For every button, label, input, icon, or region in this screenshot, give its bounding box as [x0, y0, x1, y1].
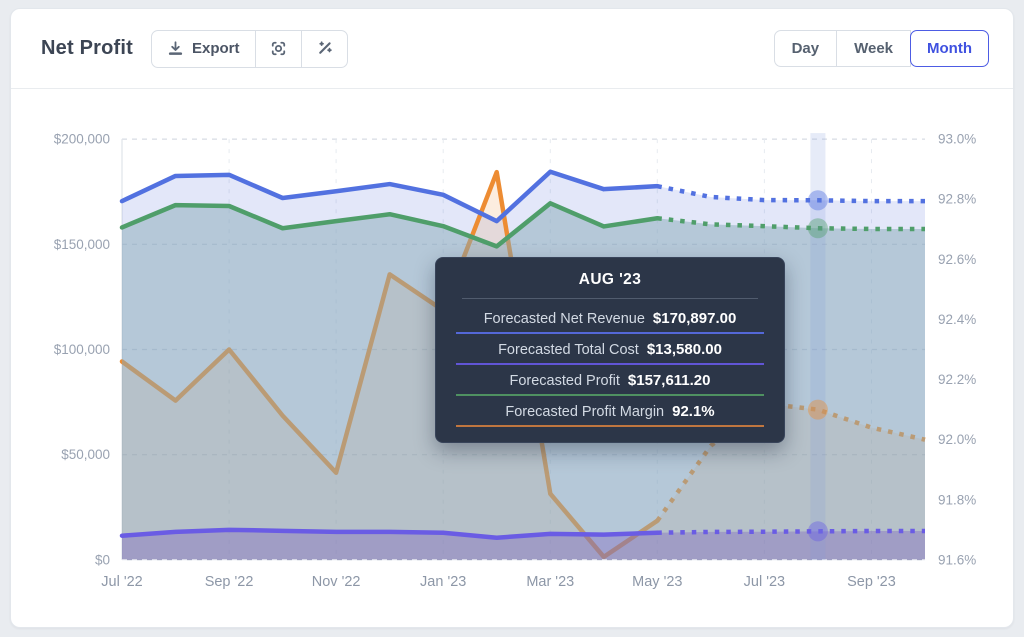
y-left-tick-label: $150,000	[54, 237, 110, 252]
tooltip-value: $13,580.00	[646, 341, 722, 358]
page-title: Net Profit	[41, 37, 133, 59]
range-day-button[interactable]: Day	[773, 30, 838, 67]
x-tick-label: Mar '23	[526, 574, 574, 590]
x-tick-label: Jul '23	[744, 574, 785, 590]
y-right-tick-label: 93.0%	[938, 132, 976, 147]
profit-highlight-dot	[807, 218, 828, 239]
total-cost-area	[122, 529, 925, 560]
y-right-tick-label: 92.8%	[938, 192, 976, 207]
magic-insights-button[interactable]	[300, 29, 348, 68]
tooltip-row-net-revenue: Forecasted Net Revenue $170,897.00	[456, 303, 764, 334]
total-cost-highlight-dot	[807, 521, 828, 542]
net-profit-widget: Net Profit Export	[10, 8, 1014, 628]
x-tick-label: May '23	[632, 574, 682, 590]
tooltip-row-total-cost: Forecasted Total Cost $13,580.00	[456, 334, 764, 365]
profit-margin-highlight-dot	[807, 399, 828, 420]
y-right-tick-label: 92.6%	[938, 252, 976, 267]
chart-tooltip: AUG '23 Forecasted Net Revenue $170,897.0…	[435, 257, 785, 443]
toolbar-actions: Export	[151, 29, 348, 68]
x-tick-label: Jan '23	[420, 574, 466, 590]
range-month-button[interactable]: Month	[910, 30, 989, 67]
tooltip-label: Forecasted Profit	[509, 373, 620, 389]
total-cost-line	[119, 527, 660, 540]
download-icon	[168, 41, 183, 55]
y-left-tick-label: $50,000	[61, 447, 110, 462]
profit-line	[119, 201, 660, 249]
tooltip-title: AUG '23	[578, 271, 642, 288]
tooltip-row-profit: Forecasted Profit $157,611.20	[456, 365, 764, 396]
widget-header: Net Profit Export	[11, 9, 1013, 89]
x-tick-label: Jul '22	[101, 574, 142, 590]
range-toggle: Day Week Month	[773, 30, 989, 67]
y-left-tick-label: $0	[95, 552, 110, 567]
magic-wand-icon	[318, 41, 332, 54]
tooltip-label: Forecasted Profit Margin	[505, 404, 665, 420]
y-right-tick-label: 91.8%	[938, 492, 976, 507]
tooltip-value: $170,897.00	[652, 310, 737, 327]
y-right-tick-label: 91.6%	[938, 552, 976, 567]
net-revenue-highlight-dot	[807, 190, 828, 211]
y-right-tick-label: 92.4%	[938, 312, 976, 327]
range-week-button[interactable]: Week	[836, 30, 912, 67]
hover-highlight-band	[810, 133, 826, 560]
tooltip-value: $157,611.20	[627, 372, 711, 389]
tooltip-row-profit-margin: Forecasted Profit Margin 92.1%	[456, 396, 764, 427]
tooltip-label: Forecasted Net Revenue	[483, 311, 645, 327]
y-right-tick-label: 92.0%	[938, 432, 976, 447]
y-left-tick-label: $100,000	[54, 342, 110, 357]
tooltip-label: Forecasted Total Cost	[498, 342, 639, 358]
screenshot-button[interactable]	[254, 29, 302, 68]
export-button[interactable]: Export	[151, 29, 256, 68]
export-label: Export	[192, 40, 240, 57]
screenshot-icon	[271, 41, 285, 56]
x-tick-label: Sep '23	[847, 574, 896, 590]
chart-area: $200,000 $150,000 $100,000 $50,000 $0 93.0% 92…	[11, 89, 1013, 627]
tooltip-divider	[462, 298, 758, 299]
x-tick-label: Nov '22	[312, 574, 361, 590]
tooltip-value: 92.1%	[672, 403, 715, 420]
y-left-tick-label: $200,000	[54, 132, 110, 147]
y-right-tick-label: 92.2%	[938, 372, 976, 387]
x-tick-label: Sep '22	[205, 574, 254, 590]
net-revenue-line	[119, 169, 660, 224]
